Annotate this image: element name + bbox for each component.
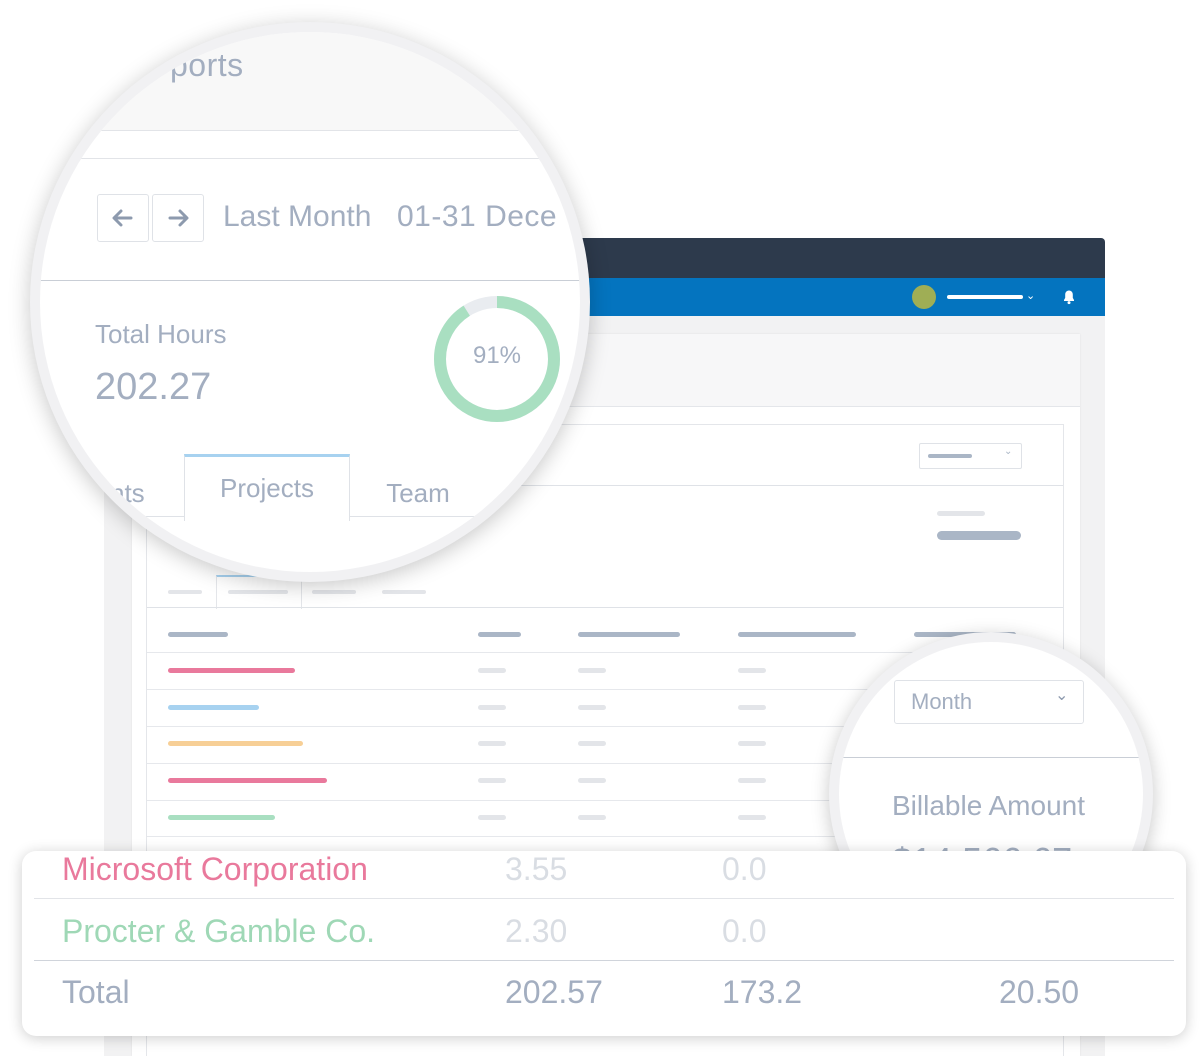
total-hours-label: Total Hours <box>95 319 227 349</box>
summary-label-placeholder <box>937 511 985 516</box>
tab-clients-label: nts <box>110 478 145 508</box>
total-label: Total <box>62 974 130 1010</box>
billable-amount-label: Billable Amount <box>892 790 1086 821</box>
period-select[interactable]: Month ⌄ <box>894 680 1084 724</box>
billable-donut-chart <box>434 296 560 422</box>
chevron-down-icon: ⌄ <box>1055 687 1069 704</box>
tab-clients[interactable]: nts <box>80 467 180 517</box>
period-label: Last Month <box>223 200 372 233</box>
arrow-left-icon <box>112 209 133 227</box>
row-client-name[interactable]: Microsoft Corporation <box>62 851 368 887</box>
magnifier-summary: ports Last Month 01-31 Dece Total Hours … <box>30 22 590 582</box>
row-hours: 3.55 <box>505 851 568 887</box>
user-avatar[interactable] <box>912 285 936 309</box>
row-hours: 2.30 <box>505 913 568 949</box>
bell-icon[interactable] <box>1062 289 1076 305</box>
previous-period-button[interactable] <box>97 194 149 242</box>
date-range-label: 01-31 Dece <box>397 200 558 233</box>
chevron-down-icon: ⌄ <box>1004 446 1013 457</box>
arrow-right-icon <box>168 209 189 227</box>
total-hours: 202.57 <box>505 974 603 1010</box>
next-period-button[interactable] <box>152 194 204 242</box>
user-name-placeholder[interactable] <box>947 295 1023 299</box>
chevron-down-icon[interactable]: ⌄ <box>1026 290 1036 302</box>
period-select-value: Month <box>911 689 973 714</box>
tab-team[interactable]: Team <box>358 467 478 517</box>
billable-percent-text: 91% <box>472 342 522 369</box>
total-billable-hours: 173.2 <box>722 974 803 1010</box>
page-header: ports <box>40 32 580 131</box>
period-dropdown-placeholder[interactable]: ⌄ <box>919 443 1022 469</box>
tab-projects-label: Projects <box>220 473 314 503</box>
row-client-name[interactable]: Procter & Gamble Co. <box>62 913 375 949</box>
summary-value-placeholder <box>937 531 1021 540</box>
billable-donut-arc <box>434 296 560 422</box>
total-non-billable-hours: 20.50 <box>999 974 1080 1010</box>
total-hours-value: 202.27 <box>95 366 212 408</box>
tab-projects[interactable]: Projects <box>184 454 350 521</box>
page-title: ports <box>170 47 244 83</box>
project-table-zoom: Microsoft Corporation 3.55 0.0 Procter &… <box>22 851 1186 1036</box>
row-billable-hours: 0.0 <box>722 851 767 887</box>
tab-team-label: Team <box>386 478 450 508</box>
row-billable-hours: 0.0 <box>722 913 767 949</box>
